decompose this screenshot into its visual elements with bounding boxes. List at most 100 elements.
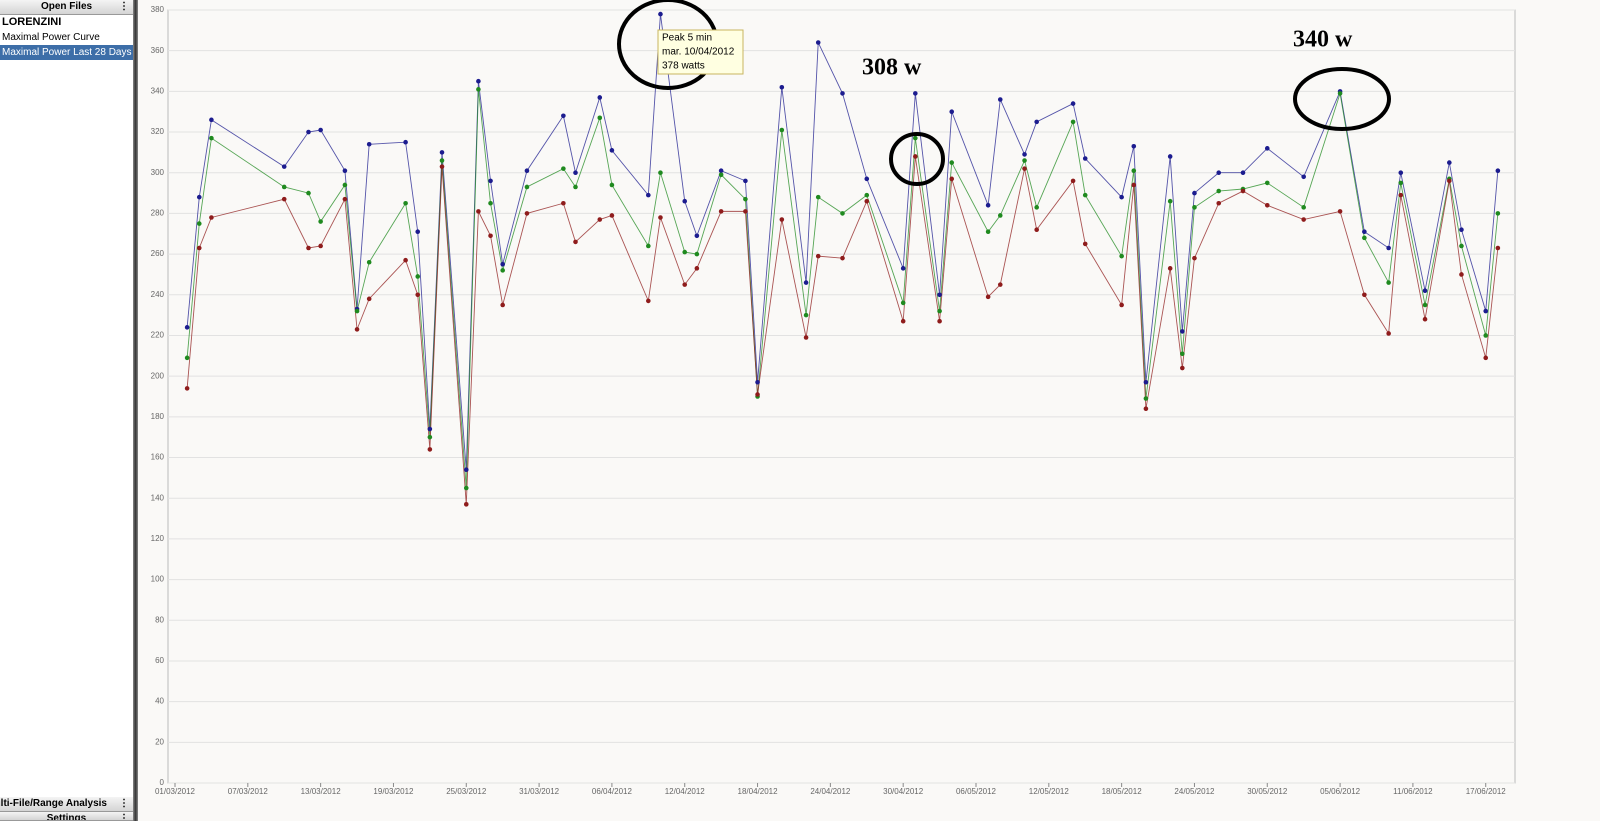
data-point [1034, 227, 1039, 232]
data-point [779, 127, 785, 133]
data-point [561, 200, 566, 206]
data-point [184, 325, 190, 330]
data-point [1070, 119, 1076, 125]
x-tick-label: 07/03/2012 [228, 787, 269, 796]
data-point [403, 200, 408, 206]
data-point [1422, 302, 1428, 308]
y-tick-label: 220 [151, 331, 165, 340]
chart-item[interactable]: Maximal Power Last 28 Days [0, 45, 133, 60]
y-tick-label: 120 [151, 534, 165, 543]
tooltip-text: 378 watts [662, 61, 705, 72]
y-tick-label: 80 [155, 615, 164, 624]
x-tick-label: 11/06/2012 [1393, 787, 1433, 796]
data-point [1301, 174, 1306, 180]
data-point [913, 135, 918, 141]
data-point [803, 335, 809, 340]
data-point [597, 115, 603, 121]
annotation: 340 w [1293, 27, 1353, 53]
y-tick-label: 0 [160, 778, 165, 787]
data-point [1362, 235, 1367, 241]
data-point [815, 253, 821, 259]
data-point [1264, 180, 1270, 186]
data-point [1459, 227, 1464, 232]
athlete[interactable]: LORENZINI [2, 16, 62, 28]
x-tick-label: 17/06/2012 [1466, 787, 1507, 796]
data-point [184, 386, 190, 391]
data-point [1422, 316, 1428, 322]
data-point [718, 168, 724, 174]
tooltip [657, 29, 744, 75]
highlight-circle [1293, 67, 1391, 131]
data-point [1483, 355, 1489, 361]
sidebar-footer: Multi-File/Range Analysis Settings [0, 797, 133, 821]
tooltip-text: mar. 10/04/2012 [662, 47, 735, 58]
data-point [949, 176, 955, 182]
data-point [342, 168, 348, 174]
data-point [573, 170, 578, 176]
data-point [573, 239, 578, 245]
x-tick-label: 24/05/2012 [1174, 787, 1215, 796]
y-tick-label: 300 [151, 168, 165, 177]
data-point [779, 217, 785, 222]
panel-header[interactable]: Open Files [0, 0, 133, 15]
data-point [1264, 146, 1270, 151]
x-tick-label: 31/03/2012 [519, 787, 560, 796]
x-tick-label: 12/04/2012 [665, 787, 706, 796]
data-point [366, 141, 372, 147]
data-point [1495, 168, 1501, 174]
data-point [743, 178, 748, 184]
data-point [366, 259, 372, 265]
data-point [488, 178, 493, 184]
y-tick-label: 160 [151, 453, 165, 462]
data-point [439, 150, 445, 155]
x-tick-label: 30/05/2012 [1247, 787, 1288, 796]
data-point [476, 87, 481, 92]
data-point [985, 294, 991, 300]
data-point [196, 221, 202, 226]
data-point [403, 257, 408, 263]
panel-header[interactable]: Multi-File/Range Analysis [0, 797, 133, 812]
data-point [439, 164, 445, 169]
data-point [755, 379, 760, 385]
y-tick-label: 320 [151, 127, 165, 136]
data-point [1082, 192, 1088, 198]
data-point [1495, 211, 1501, 216]
data-point [184, 355, 190, 361]
panel-header[interactable]: Settings [0, 812, 133, 821]
data-point [779, 85, 785, 90]
data-point [1143, 379, 1149, 385]
x-tick-label: 06/04/2012 [592, 787, 633, 796]
data-point [1459, 243, 1464, 249]
x-tick-label: 12/05/2012 [1029, 787, 1070, 796]
data-point [682, 249, 688, 255]
data-point [1216, 188, 1222, 194]
y-tick-label: 100 [151, 575, 165, 584]
data-point [949, 109, 955, 115]
data-point [1192, 255, 1197, 261]
data-point [597, 217, 603, 222]
data-point [476, 209, 481, 214]
chart-item[interactable]: Maximal Power Curve [2, 32, 100, 43]
data-point [318, 219, 323, 224]
data-point [463, 467, 469, 473]
data-point [1240, 170, 1246, 176]
data-point [1459, 272, 1464, 277]
data-point [1167, 154, 1173, 159]
data-point [694, 251, 700, 257]
data-point [694, 233, 700, 239]
data-point [743, 209, 748, 214]
data-point [403, 139, 408, 145]
data-point [1192, 190, 1197, 196]
data-point [1131, 168, 1137, 174]
data-point [1422, 288, 1428, 294]
data-point [342, 182, 348, 188]
data-point [1337, 209, 1343, 214]
splitter[interactable] [133, 0, 138, 821]
y-tick-label: 180 [151, 412, 165, 421]
data-point [500, 268, 505, 273]
x-tick-label: 19/03/2012 [373, 787, 414, 796]
data-point [1119, 194, 1124, 200]
data-point [1483, 333, 1489, 338]
data-point [1131, 143, 1137, 149]
data-point [463, 485, 469, 491]
